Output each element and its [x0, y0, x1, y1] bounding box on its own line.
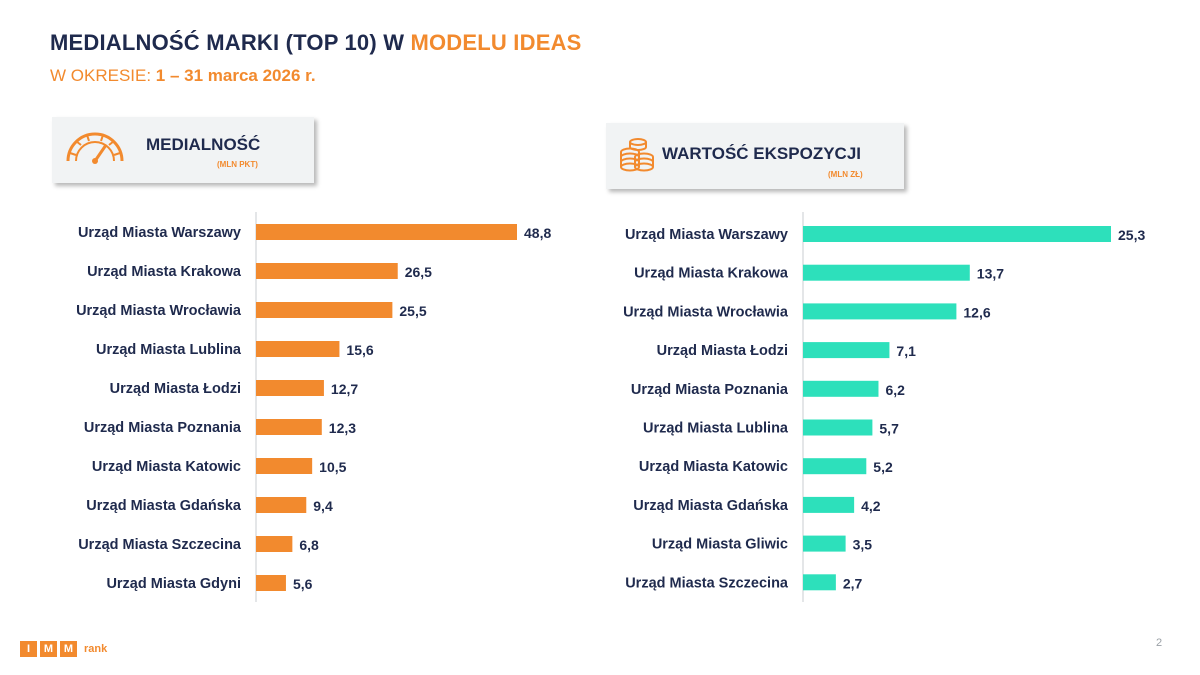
medialnosc-card-unit: (MLN PKT): [217, 160, 258, 169]
bar: [803, 303, 957, 320]
bar: [256, 419, 322, 435]
category-label: Urząd Miasta Lublina: [96, 342, 242, 358]
medialnosc-card-title: MEDIALNOŚĆ: [146, 135, 261, 154]
value-label: 6,8: [299, 537, 319, 553]
value-label: 12,7: [331, 381, 358, 397]
category-label: Urząd Miasta Szczecina: [625, 575, 789, 591]
subtitle-period: 1 – 31 marca 2026 r.: [155, 66, 316, 85]
title-accent: MODELU IDEAS: [410, 30, 582, 55]
value-label: 25,3: [1118, 227, 1145, 243]
logo-letter: M: [60, 641, 77, 657]
value-label: 12,3: [329, 420, 356, 436]
category-label: Urząd Miasta Gliwic: [652, 537, 788, 553]
title-main: MEDIALNOŚĆ MARKI (TOP 10) W: [50, 30, 411, 55]
page-subtitle: W OKRESIE: 1 – 31 marca 2026 r.: [50, 66, 316, 86]
coins-icon: [620, 138, 654, 172]
category-label: Urząd Miasta Gdańska: [633, 498, 789, 514]
category-label: Urząd Miasta Gdyni: [106, 576, 241, 592]
bar: [803, 535, 846, 552]
value-label: 26,5: [405, 264, 432, 280]
category-label: Urząd Miasta Wrocławia: [76, 303, 242, 319]
logo-letter: I: [20, 641, 37, 657]
category-label: Urząd Miasta Łodzi: [657, 343, 788, 359]
bar: [256, 536, 293, 552]
value-label: 5,6: [293, 576, 313, 592]
category-label: Urząd Miasta Poznania: [84, 420, 242, 436]
gauge-icon: [66, 132, 124, 164]
value-label: 6,2: [885, 382, 905, 398]
bar: [256, 497, 307, 513]
value-label: 12,6: [963, 304, 990, 320]
value-label: 7,1: [896, 343, 916, 359]
bar: [803, 226, 1111, 242]
bar: [256, 458, 313, 474]
bar: [256, 263, 398, 279]
category-label: Urząd Miasta Warszawy: [625, 227, 788, 243]
value-label: 25,5: [399, 303, 426, 319]
bar: [256, 575, 286, 591]
bar: [803, 574, 836, 591]
wartosc-card-unit: (MLN ZŁ): [828, 170, 863, 179]
category-label: Urząd Miasta Krakowa: [634, 266, 789, 282]
category-label: Urząd Miasta Katowic: [639, 459, 788, 475]
value-label: 3,5: [853, 537, 873, 553]
logo-letter: M: [40, 641, 57, 657]
wartosc-card: WARTOŚĆ EKSPOZYCJI (MLN ZŁ): [606, 123, 904, 189]
category-label: Urząd Miasta Lublina: [643, 421, 789, 437]
bar: [803, 264, 970, 281]
logo-word: rank: [84, 643, 108, 655]
category-label: Urząd Miasta Szczecina: [78, 537, 242, 553]
medialnosc-chart: Urząd Miasta Warszawy 48,8 Urząd Miasta Kr…: [76, 212, 551, 602]
value-label: 2,7: [843, 575, 863, 591]
imm-rank-logo: I M M rank: [20, 641, 107, 657]
value-label: 15,6: [346, 342, 373, 358]
bar: [256, 302, 393, 318]
category-label: Urząd Miasta Wrocławia: [623, 304, 789, 320]
bar: [803, 458, 867, 475]
value-label: 10,5: [319, 459, 346, 475]
value-label: 5,2: [873, 459, 893, 475]
bar: [256, 224, 517, 240]
bar: [803, 419, 873, 436]
medialnosc-card: MEDIALNOŚĆ (MLN PKT): [52, 117, 314, 183]
value-label: 13,7: [977, 266, 1004, 282]
category-label: Urząd Miasta Gdańska: [86, 498, 242, 514]
value-label: 48,8: [524, 225, 551, 241]
bar: [803, 496, 855, 513]
bar: [803, 342, 890, 359]
value-label: 5,7: [879, 421, 899, 437]
page-title: MEDIALNOŚĆ MARKI (TOP 10) W MODELU IDEAS: [50, 30, 582, 56]
category-label: Urząd Miasta Poznania: [631, 382, 789, 398]
bar: [803, 380, 879, 397]
wartosc-card-title: WARTOŚĆ EKSPOZYCJI: [662, 144, 861, 163]
wartosc-ekspozycji-chart: Urząd Miasta Warszawy 25,3 Urząd Miasta Kr…: [623, 212, 1145, 602]
page-number: 2: [1156, 637, 1163, 649]
bar: [256, 380, 324, 396]
value-label: 9,4: [313, 498, 333, 514]
category-label: Urząd Miasta Katowic: [92, 459, 241, 475]
category-label: Urząd Miasta Łodzi: [110, 381, 241, 397]
category-label: Urząd Miasta Krakowa: [87, 264, 242, 280]
category-label: Urząd Miasta Warszawy: [78, 225, 241, 241]
value-label: 4,2: [861, 498, 881, 514]
bar: [256, 341, 340, 357]
subtitle-prefix: W OKRESIE:: [50, 66, 156, 85]
